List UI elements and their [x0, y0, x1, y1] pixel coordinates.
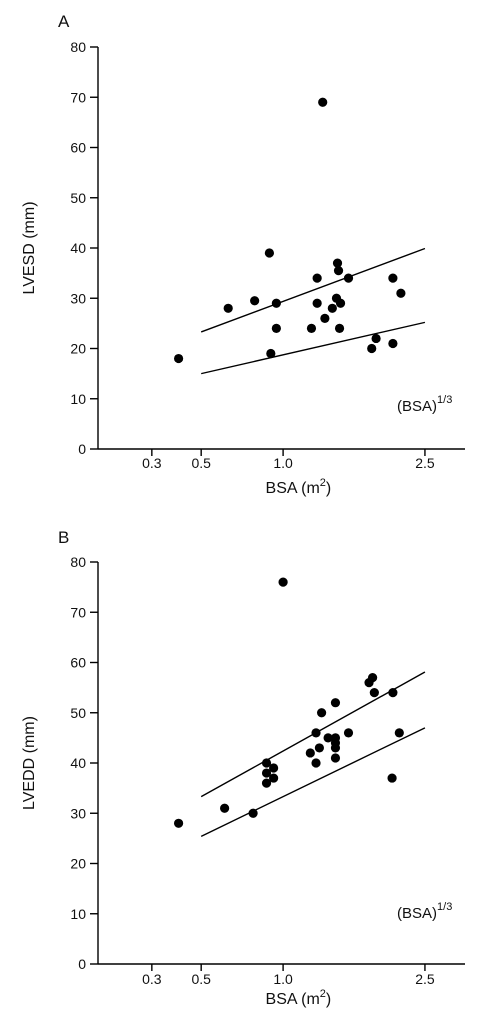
data-point: [330, 753, 341, 763]
x-axis-title-close: ): [326, 991, 331, 1008]
data-point: [330, 743, 341, 753]
data-point: [367, 672, 378, 683]
x-tick-label: 0.3: [142, 455, 162, 471]
panel-label: B: [58, 528, 69, 547]
data-point: [173, 818, 184, 828]
x-axis-title-sup: 2: [320, 988, 326, 1000]
y-tick-label: 50: [70, 190, 86, 206]
data-point: [318, 97, 328, 107]
upper-reference-line: [200, 247, 426, 333]
data-point: [314, 743, 324, 753]
data-point: [388, 688, 398, 698]
lower-reference-line: [200, 727, 426, 837]
data-point: [387, 773, 397, 783]
data-point: [367, 343, 377, 354]
scale-annotation-sup: 1/3: [437, 394, 452, 406]
data-point: [343, 728, 354, 738]
y-tick-label: 80: [70, 39, 86, 55]
data-point: [278, 577, 288, 587]
y-axis-title: LVESD (mm): [21, 201, 38, 294]
data-point: [311, 728, 321, 738]
data-point: [323, 733, 333, 743]
data-point: [343, 273, 354, 283]
x-tick-label: 1.0: [273, 455, 293, 471]
data-point: [250, 296, 260, 306]
x-tick-label: 0.5: [191, 455, 211, 471]
y-tick-label: 10: [70, 906, 86, 922]
data-point: [269, 763, 279, 773]
x-axis-title-text: BSA (m: [266, 480, 320, 497]
data-point: [223, 303, 233, 313]
y-tick-label: 70: [70, 604, 86, 620]
data-point: [396, 288, 406, 298]
y-tick-label: 20: [70, 341, 86, 357]
y-tick-label: 60: [70, 140, 86, 156]
data-point: [248, 808, 258, 818]
panel-a: A 0 10 20 30 40 50 60 70 80 0.3 0.5 1.0 2.5 BSA (m2) LV…: [21, 12, 465, 497]
lower-reference-line: [201, 321, 426, 375]
y-tick-label: 80: [70, 554, 86, 570]
scale-annotation-text: (BSA): [397, 905, 437, 922]
panel-b: B 0 10 20 30 40 50 60 70 80 0.3 0.5 1.0 2.5 BSA (m2) LV…: [21, 528, 465, 1008]
data-point: [271, 323, 281, 333]
x-axis-title: BSA (m2): [266, 988, 332, 1008]
data-point: [261, 778, 272, 788]
scale-annotation-text: (BSA): [397, 398, 437, 415]
x-tick-label: 2.5: [415, 455, 435, 471]
data-point: [333, 266, 344, 276]
data-point: [271, 298, 281, 308]
x-axis-title-sup: 2: [320, 477, 326, 489]
data-point: [261, 758, 272, 768]
y-tick-label: 0: [78, 956, 86, 972]
y-tick-label: 30: [70, 290, 86, 306]
scale-annotation: (BSA)1/3: [397, 901, 452, 922]
data-point: [388, 273, 398, 283]
x-axis-title-text: BSA (m: [266, 991, 320, 1008]
data-point: [311, 758, 321, 768]
x-tick-label: 0.3: [142, 971, 162, 987]
y-tick-label: 60: [70, 655, 86, 671]
y-tick-label: 10: [70, 391, 86, 407]
x-axis-title-close: ): [326, 480, 331, 497]
x-tick-label: 0.5: [191, 971, 211, 987]
data-point: [388, 338, 398, 349]
y-tick-label: 0: [78, 441, 86, 457]
data-point: [394, 728, 404, 738]
data-point: [312, 273, 322, 283]
data-point: [261, 768, 272, 778]
y-tick-label: 30: [70, 805, 86, 821]
data-point: [305, 748, 315, 758]
scale-annotation: (BSA)1/3: [397, 394, 452, 415]
data-point: [220, 803, 230, 813]
x-tick-label: 1.0: [273, 971, 293, 987]
y-tick-label: 40: [70, 240, 86, 256]
data-point: [312, 298, 322, 308]
x-axis-title: BSA (m2): [266, 477, 332, 497]
y-tick-label: 40: [70, 755, 86, 771]
x-tick-label: 2.5: [415, 971, 435, 987]
y-tick-label: 70: [70, 89, 86, 105]
y-tick-label: 50: [70, 705, 86, 721]
panel-label: A: [58, 12, 70, 31]
y-tick-label: 20: [70, 856, 86, 872]
data-point: [269, 773, 279, 783]
data-point: [306, 323, 317, 333]
data-point: [371, 333, 381, 344]
data-point: [330, 698, 341, 708]
scale-annotation-sup: 1/3: [437, 901, 452, 913]
data-point: [334, 323, 345, 333]
data-point: [266, 348, 276, 359]
data-point: [320, 313, 330, 323]
data-point: [332, 258, 343, 268]
data-point: [335, 298, 346, 308]
data-point: [327, 303, 337, 313]
data-point: [173, 353, 184, 364]
data-point: [316, 708, 327, 718]
y-axis-title: LVEDD (mm): [21, 716, 38, 810]
data-point: [264, 248, 274, 258]
data-point: [369, 688, 379, 698]
